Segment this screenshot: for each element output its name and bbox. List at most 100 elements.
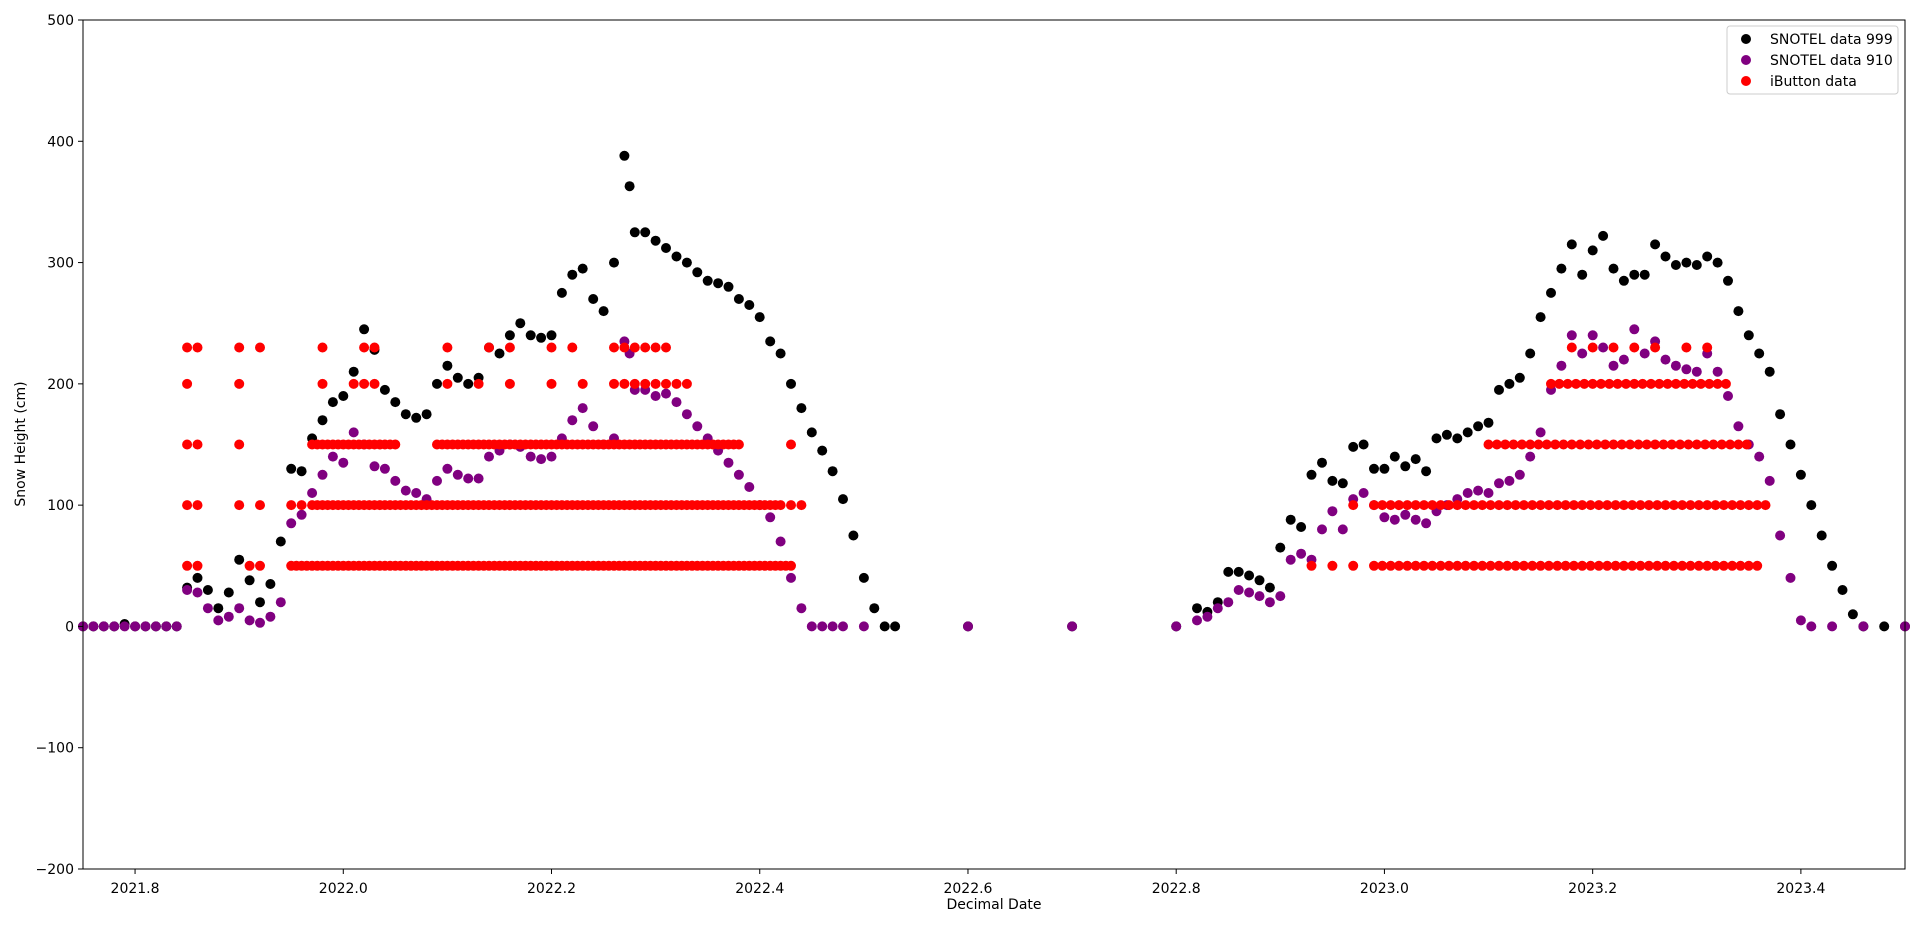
ibutton-point [484, 342, 494, 353]
ibutton-point [650, 378, 661, 389]
snotel-999-point [338, 391, 349, 401]
snotel-910-point [1723, 391, 1733, 401]
ibutton-point [1602, 500, 1613, 511]
ibutton-point [1460, 560, 1471, 571]
snotel-910-point [1264, 597, 1275, 608]
snotel-910-point [1337, 524, 1348, 535]
snotel-910-point [484, 451, 494, 462]
snotel-910-point [546, 451, 557, 462]
snotel-999-point [1244, 570, 1255, 581]
ibutton-point [661, 378, 671, 389]
ibutton-point [661, 342, 671, 353]
snotel-910-point [202, 603, 213, 614]
snotel-910-point [223, 611, 234, 622]
snotel-999-point [1337, 478, 1348, 489]
y-tick-label: 100 [47, 498, 74, 514]
ibutton-point [1687, 378, 1698, 389]
snotel-910-point [1400, 509, 1411, 520]
ibutton-point [1654, 378, 1665, 389]
legend-label-snotel-910: SNOTEL data 910 [1770, 53, 1893, 69]
snotel-910-point [150, 621, 161, 632]
x-tick-label: 2021.8 [111, 881, 160, 897]
snotel-910-point [775, 536, 786, 547]
snotel-910-point [327, 451, 338, 462]
snotel-999-point [546, 330, 557, 341]
snotel-999-point [317, 415, 328, 426]
snotel-999-point [1723, 275, 1733, 286]
snotel-999-point [202, 585, 213, 595]
x-axis-ticks: 2021.8 2022.0 2022.2 2022.4 2022.6 2022.8 2023… [111, 869, 1825, 897]
snotel-910-point [1223, 597, 1234, 608]
legend-marker-snotel-999 [1741, 34, 1751, 44]
snotel-999-point [624, 181, 635, 192]
snotel-910-point [119, 621, 130, 632]
ibutton-point [1666, 439, 1677, 450]
snotel-999-point [452, 372, 463, 383]
snotel-999-point [379, 384, 390, 395]
ibutton-point [1679, 378, 1690, 389]
snotel-999-point [421, 409, 432, 420]
ibutton-point [786, 560, 796, 571]
ibutton-point [1483, 439, 1494, 450]
snotel-999-point [640, 227, 651, 238]
ibutton-point [1502, 560, 1513, 571]
snotel-999-point [255, 597, 265, 608]
ibutton-point [1627, 560, 1638, 571]
snotel-999-point [1327, 475, 1338, 486]
snotel-999-point [1608, 263, 1619, 274]
snotel-999-point [1827, 560, 1838, 571]
ibutton-point [1562, 378, 1573, 389]
ibutton-point [1675, 439, 1686, 450]
snotel-999-point [671, 251, 682, 262]
ibutton-point [1394, 560, 1404, 571]
snotel-999-point [327, 397, 338, 408]
ibutton-point [1612, 378, 1623, 389]
ibutton-point [182, 439, 193, 450]
snotel-910-point [1285, 554, 1296, 565]
snotel-910-point [1670, 360, 1681, 371]
snotel-910-point [1379, 512, 1390, 523]
snotel-999-point [1795, 469, 1806, 480]
ibutton-point [286, 500, 297, 511]
snotel-910-point [1254, 591, 1265, 602]
ibutton-point [1485, 560, 1496, 571]
ibutton-point [1585, 500, 1596, 511]
snotel-999-point [442, 360, 453, 371]
x-tick-label: 2022.8 [1152, 881, 1201, 897]
ibutton-point [1693, 500, 1704, 511]
ibutton-point [317, 342, 328, 353]
ibutton-point [1702, 560, 1713, 571]
snotel-910-point [1212, 603, 1223, 614]
ibutton-point [1629, 378, 1640, 389]
snotel-910-point [1171, 621, 1182, 632]
snotel-999-point [536, 332, 547, 343]
ibutton-point [1385, 500, 1396, 511]
ibutton-point [1662, 378, 1673, 389]
ibutton-point [1727, 500, 1738, 511]
ibutton-point [640, 342, 651, 353]
snotel-910-point [1660, 354, 1671, 365]
ibutton-point [1477, 560, 1488, 571]
snotel-999-point [348, 366, 359, 377]
snotel-910-point [858, 621, 869, 632]
ibutton-point [1516, 439, 1527, 450]
snotel-910-point [1858, 621, 1869, 632]
x-tick-label: 2023.0 [1360, 881, 1409, 897]
snotel-910-point [1233, 585, 1244, 595]
ibutton-point [255, 560, 265, 571]
snotel-999-point [848, 530, 859, 541]
ibutton-point [1560, 560, 1571, 571]
ibutton-point [1637, 378, 1648, 389]
ibutton-point [1525, 439, 1536, 450]
ibutton-point [1591, 439, 1602, 450]
snotel-910-point [796, 603, 807, 614]
snotel-910-point [369, 461, 380, 472]
legend-label-ibutton: iButton data [1770, 74, 1857, 90]
ibutton-point [1735, 560, 1746, 571]
ibutton-point [733, 439, 744, 450]
ibutton-point [1560, 500, 1571, 511]
snotel-999-point [223, 587, 234, 598]
snotel-910-point [307, 488, 318, 498]
